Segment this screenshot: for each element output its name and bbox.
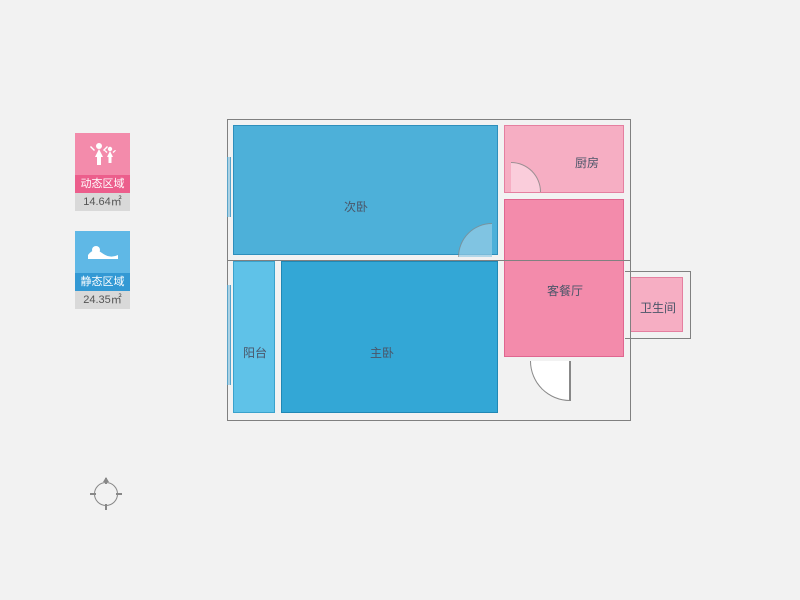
door-main-entry: [530, 361, 570, 401]
room-secondary-bedroom: 次卧: [233, 125, 498, 255]
label-kitchen: 厨房: [575, 154, 599, 171]
people-icon: [75, 133, 130, 175]
window-secondary-bedroom: [227, 157, 231, 217]
label-balcony: 阳台: [243, 344, 267, 361]
legend-static-block: 静态区域 24.35㎡: [75, 231, 130, 309]
legend-dynamic-title: 动态区域: [75, 175, 130, 193]
sleep-icon: [75, 231, 130, 273]
legend-static-title: 静态区域: [75, 273, 130, 291]
room-living-dining: 客餐厅: [504, 199, 624, 357]
label-master-bedroom: 主卧: [370, 344, 394, 361]
floor-plan: 次卧 主卧 阳台 厨房 客餐厅 卫生间: [233, 125, 683, 445]
legend-dynamic-value: 14.64㎡: [75, 193, 130, 211]
legend-panel: 动态区域 14.64㎡ 静态区域 24.35㎡: [75, 133, 130, 329]
compass-icon: [92, 480, 120, 508]
label-secondary-bedroom: 次卧: [344, 198, 368, 215]
room-balcony: 阳台: [233, 261, 275, 413]
door-main-leaf: [569, 361, 571, 401]
legend-static-value: 24.35㎡: [75, 291, 130, 309]
label-bathroom: 卫生间: [640, 299, 676, 316]
window-balcony: [227, 285, 231, 385]
label-living-dining: 客餐厅: [547, 282, 583, 299]
room-master-bedroom: 主卧: [281, 261, 498, 413]
legend-dynamic-block: 动态区域 14.64㎡: [75, 133, 130, 211]
room-bathroom: 卫生间: [630, 277, 683, 332]
